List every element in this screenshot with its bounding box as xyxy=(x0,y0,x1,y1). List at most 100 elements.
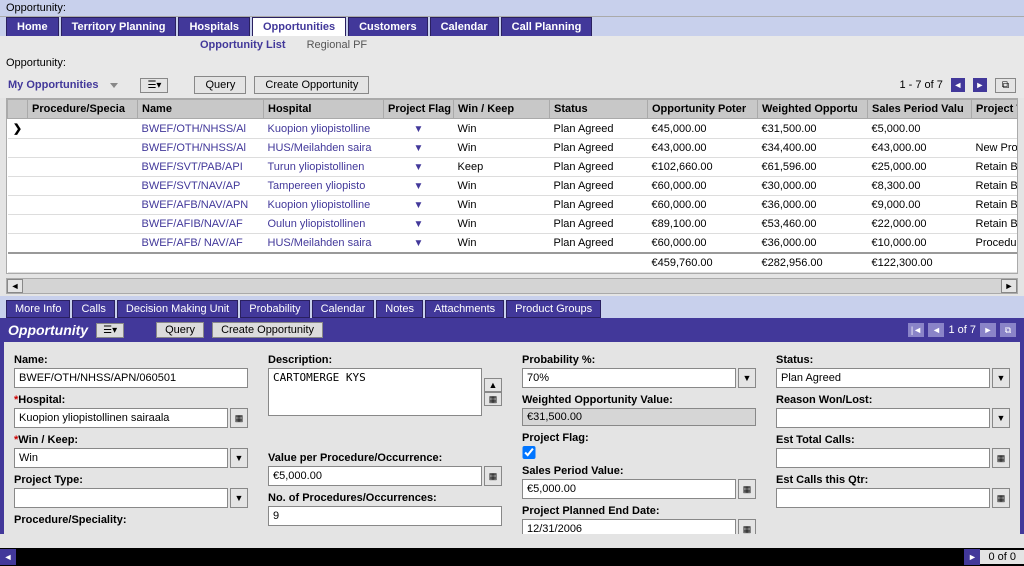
probpct-dropdown-icon[interactable]: ▼ xyxy=(738,368,756,388)
col-header[interactable]: Name xyxy=(138,100,264,119)
detail-tab-notes[interactable]: Notes xyxy=(376,300,423,318)
input-projtype[interactable] xyxy=(14,488,228,508)
input-status[interactable] xyxy=(776,368,990,388)
scroll-right-icon[interactable]: ► xyxy=(1001,279,1017,293)
main-tab-call-planning[interactable]: Call Planning xyxy=(501,17,593,36)
row-selector[interactable] xyxy=(8,196,28,215)
bottom-nav-first-icon[interactable]: ◄ xyxy=(0,549,16,565)
row-selector[interactable] xyxy=(8,177,28,196)
input-esttotal[interactable] xyxy=(776,448,990,468)
table-row[interactable]: BWEF/OTH/NHSS/AlHUS/Meilahden saira▼WinP… xyxy=(8,139,1019,158)
cell-name[interactable]: BWEF/AFB/NAV/APN xyxy=(138,196,264,215)
col-header[interactable]: Procedure/Specia xyxy=(28,100,138,119)
detail-tab-calendar[interactable]: Calendar xyxy=(312,300,375,318)
input-reasonwl[interactable] xyxy=(776,408,990,428)
input-valperproc[interactable] xyxy=(268,466,482,486)
desc-scroll-up-icon[interactable]: ▲ xyxy=(484,378,502,392)
row-selector[interactable] xyxy=(8,158,28,177)
estqtr-calc-icon[interactable]: ▦ xyxy=(992,488,1010,508)
cell-name[interactable]: BWEF/OTH/NHSS/Al xyxy=(138,139,264,158)
cell-name[interactable]: BWEF/AFIB/NAV/AF xyxy=(138,215,264,234)
input-winkeep[interactable] xyxy=(14,448,228,468)
input-estqtr[interactable] xyxy=(776,488,990,508)
cell-name[interactable]: BWEF/SVT/NAV/AP xyxy=(138,177,264,196)
cell-hospital[interactable]: HUS/Meilahden saira xyxy=(264,234,384,254)
col-header[interactable]: Sales Period Valu xyxy=(868,100,972,119)
main-tab-territory-planning[interactable]: Territory Planning xyxy=(61,17,177,36)
table-row[interactable]: BWEF/AFB/ NAV/AFHUS/Meilahden saira▼WinP… xyxy=(8,234,1019,254)
list-pager-next-icon[interactable]: ► xyxy=(973,78,987,92)
horizontal-scrollbar[interactable]: ◄ ► xyxy=(6,278,1018,294)
detail-pager-first-icon[interactable]: |◄ xyxy=(908,323,924,337)
main-tab-opportunities[interactable]: Opportunities xyxy=(252,17,346,36)
cell-hospital[interactable]: Turun yliopistollinen xyxy=(264,158,384,177)
input-plannedend[interactable] xyxy=(522,519,736,534)
status-dropdown-icon[interactable]: ▼ xyxy=(992,368,1010,388)
row-selector[interactable]: ❯ xyxy=(8,119,28,139)
checkbox-projflag[interactable] xyxy=(522,446,536,459)
scroll-left-icon[interactable]: ◄ xyxy=(7,279,23,293)
hospital-picker-icon[interactable]: ▦ xyxy=(230,408,248,428)
plannedend-date-icon[interactable]: ▦ xyxy=(738,519,756,534)
cell-hospital[interactable]: Tampereen yliopisto xyxy=(264,177,384,196)
cell-hospital[interactable]: Kuopion yliopistolline xyxy=(264,119,384,139)
col-header[interactable]: Project Flag xyxy=(384,100,454,119)
detail-tab-product-groups[interactable]: Product Groups xyxy=(506,300,601,318)
table-row[interactable]: BWEF/AFIB/NAV/AFOulun yliopistollinen▼Wi… xyxy=(8,215,1019,234)
detail-tab-decision-making-unit[interactable]: Decision Making Unit xyxy=(117,300,238,318)
table-row[interactable]: BWEF/SVT/NAV/APTampereen yliopisto▼WinPl… xyxy=(8,177,1019,196)
main-tab-home[interactable]: Home xyxy=(6,17,59,36)
esttotal-calc-icon[interactable]: ▦ xyxy=(992,448,1010,468)
reasonwl-dropdown-icon[interactable]: ▼ xyxy=(992,408,1010,428)
cell-name[interactable]: BWEF/AFB/ NAV/AF xyxy=(138,234,264,254)
list-pager-prev-icon[interactable]: ◄ xyxy=(951,78,965,92)
input-spv[interactable] xyxy=(522,479,736,499)
projtype-dropdown-icon[interactable]: ▼ xyxy=(230,488,248,508)
detail-create-button[interactable]: Create Opportunity xyxy=(212,322,323,338)
spv-calc-icon[interactable]: ▦ xyxy=(738,479,756,499)
detail-pager-last-icon[interactable]: ⧉ xyxy=(1000,323,1016,337)
input-description[interactable] xyxy=(268,368,482,416)
col-header[interactable]: Project Ty xyxy=(972,100,1019,119)
cell-name[interactable]: BWEF/SVT/PAB/API xyxy=(138,158,264,177)
winkeep-dropdown-icon[interactable]: ▼ xyxy=(230,448,248,468)
main-tab-calendar[interactable]: Calendar xyxy=(430,17,499,36)
chevron-down-icon[interactable] xyxy=(110,83,118,88)
row-selector[interactable] xyxy=(8,234,28,254)
sublink-regional-pf[interactable]: Regional PF xyxy=(307,39,368,51)
cell-name[interactable]: BWEF/OTH/NHSS/Al xyxy=(138,119,264,139)
detail-menu-button[interactable]: ☰▾ xyxy=(96,323,124,338)
table-row[interactable]: BWEF/AFB/NAV/APNKuopion yliopistolline▼W… xyxy=(8,196,1019,215)
col-header[interactable]: Win / Keep xyxy=(454,100,550,119)
desc-expand-icon[interactable]: ▦ xyxy=(484,392,502,406)
col-header[interactable]: Status xyxy=(550,100,648,119)
detail-query-button[interactable]: Query xyxy=(156,322,204,338)
detail-tab-more-info[interactable]: More Info xyxy=(6,300,70,318)
bottom-nav-last-icon[interactable]: ► xyxy=(964,549,980,565)
input-numproc[interactable] xyxy=(268,506,502,526)
main-tab-customers[interactable]: Customers xyxy=(348,17,427,36)
detail-tab-calls[interactable]: Calls xyxy=(72,300,114,318)
cell-hospital[interactable]: Kuopion yliopistolline xyxy=(264,196,384,215)
detail-pager-next-icon[interactable]: ► xyxy=(980,323,996,337)
query-button[interactable]: Query xyxy=(194,76,246,94)
main-tab-hospitals[interactable]: Hospitals xyxy=(178,17,250,36)
input-probpct[interactable] xyxy=(522,368,736,388)
detail-tab-attachments[interactable]: Attachments xyxy=(425,300,504,318)
list-export-button[interactable]: ⧉ xyxy=(995,78,1016,93)
create-opportunity-button[interactable]: Create Opportunity xyxy=(254,76,369,94)
row-selector[interactable] xyxy=(8,215,28,234)
col-header[interactable]: Weighted Opportu xyxy=(758,100,868,119)
input-hospital[interactable] xyxy=(14,408,228,428)
table-row[interactable]: BWEF/SVT/PAB/APITurun yliopistollinen▼Ke… xyxy=(8,158,1019,177)
col-header[interactable]: Hospital xyxy=(264,100,384,119)
detail-pager-prev-icon[interactable]: ◄ xyxy=(928,323,944,337)
cell-hospital[interactable]: Oulun yliopistollinen xyxy=(264,215,384,234)
menu-button[interactable]: ☰▾ xyxy=(140,78,168,93)
col-header[interactable]: Opportunity Poter xyxy=(648,100,758,119)
row-selector[interactable] xyxy=(8,139,28,158)
table-row[interactable]: ❯BWEF/OTH/NHSS/AlKuopion yliopistolline▼… xyxy=(8,119,1019,139)
detail-tab-probability[interactable]: Probability xyxy=(240,300,309,318)
cell-hospital[interactable]: HUS/Meilahden saira xyxy=(264,139,384,158)
sublink-opportunity-list[interactable]: Opportunity List xyxy=(200,39,286,51)
